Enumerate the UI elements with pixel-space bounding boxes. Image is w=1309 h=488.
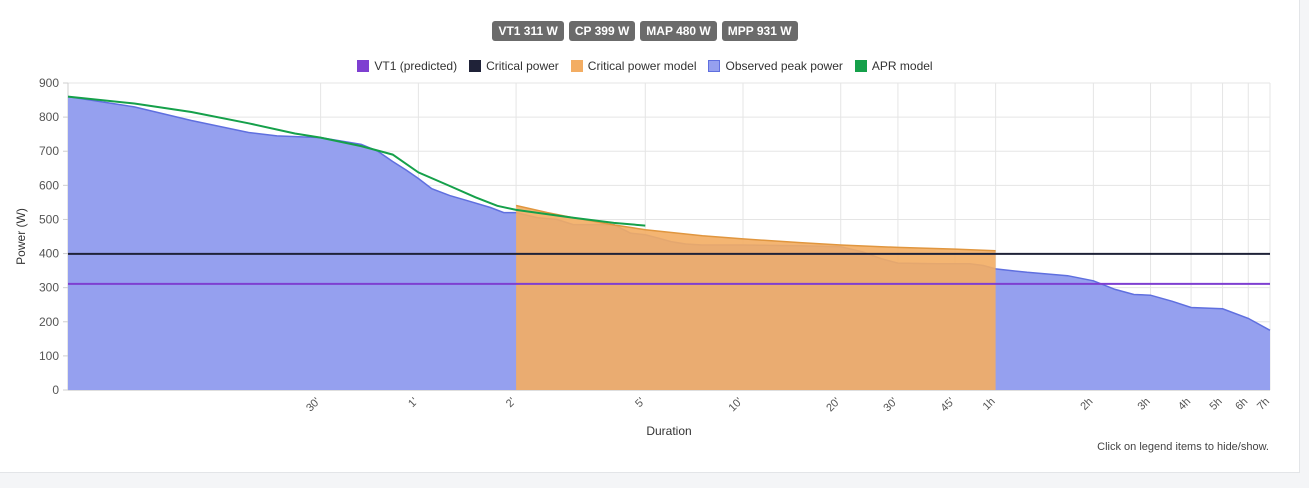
x-tick-label: 1h <box>981 396 998 413</box>
legend-label: APR model <box>871 59 933 73</box>
x-axis-title: Duration <box>646 424 691 438</box>
x-tick-label: 10' <box>727 396 746 415</box>
chart-panel: VT1 311 W CP 399 W MAP 480 W MPP 931 W V… <box>0 0 1300 473</box>
x-tick-label: 5' <box>633 396 647 410</box>
y-tick-label: 800 <box>39 110 59 124</box>
legend-item-critical-power-model[interactable]: Critical power model <box>570 59 697 73</box>
x-tick-label: 4h <box>1176 396 1193 413</box>
legend-item-apr-model[interactable]: APR model <box>854 59 933 73</box>
legend-hint: Click on legend items to hide/show. <box>1097 441 1269 453</box>
y-tick-label: 700 <box>39 144 59 158</box>
legend-item-critical-power[interactable]: Critical power <box>469 59 559 73</box>
x-tick-label: 3h <box>1136 396 1153 413</box>
x-tick-label: 20' <box>824 396 843 415</box>
x-tick-label: 2' <box>504 396 518 410</box>
cp-badge: CP 399 W <box>568 21 636 41</box>
y-axis-title: Power (W) <box>14 208 28 265</box>
x-tick-label: 2h <box>1078 396 1095 413</box>
legend-swatch <box>469 60 482 72</box>
metric-badges: VT1 311 W CP 399 W MAP 480 W MPP 931 W <box>0 21 1290 41</box>
y-tick-label: 300 <box>39 281 59 295</box>
legend-swatch <box>570 60 583 72</box>
x-tick-label: 45' <box>939 396 958 415</box>
map-badge: MAP 480 W <box>640 21 717 41</box>
legend-label: Critical power model <box>587 59 697 73</box>
x-tick-label: 5h <box>1208 396 1225 413</box>
critical-power-model-area <box>516 205 996 390</box>
legend-swatch <box>854 60 867 72</box>
power-duration-chart: 0 100 200 300 400 500 600 700 800 900 30' 1' 2' 5' 10'… <box>14 76 1272 438</box>
x-tick-label: 7h <box>1255 396 1272 413</box>
y-tick-label: 0 <box>52 383 59 397</box>
x-tick-label: 1' <box>406 396 420 410</box>
legend-item-vt1[interactable]: VT1 (predicted) <box>357 59 457 73</box>
y-tick-label: 500 <box>39 212 59 226</box>
legend-swatch <box>357 60 370 72</box>
vt1-badge: VT1 311 W <box>492 21 564 41</box>
y-tick-label: 100 <box>39 349 59 363</box>
legend-swatch <box>708 60 721 72</box>
legend-item-observed-peak-power[interactable]: Observed peak power <box>708 59 843 73</box>
chart-legend: VT1 (predicted) Critical power Critical … <box>0 59 1290 73</box>
x-tick-label: 30' <box>881 396 900 415</box>
legend-label: VT1 (predicted) <box>374 59 458 73</box>
x-tick-label: 30' <box>304 396 323 415</box>
legend-label: Observed peak power <box>725 59 843 73</box>
mpp-badge: MPP 931 W <box>721 21 798 41</box>
y-tick-label: 400 <box>39 247 59 261</box>
legend-label: Critical power <box>486 59 559 73</box>
x-tick-label: 6h <box>1233 396 1250 413</box>
y-tick-label: 900 <box>39 76 59 90</box>
y-tick-label: 200 <box>39 315 59 329</box>
apr-model-line <box>67 95 646 227</box>
y-tick-label: 600 <box>39 178 59 192</box>
